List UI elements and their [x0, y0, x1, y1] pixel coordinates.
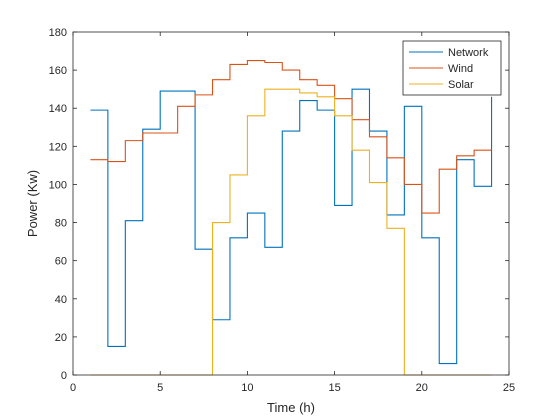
- y-tick-label: 40: [55, 294, 67, 306]
- x-tick-label: 0: [70, 382, 76, 394]
- y-tick-label: 100: [49, 179, 67, 191]
- series-line-network: [90, 88, 493, 365]
- axis-ticks: 0 5 10 15 20 25 0 20 40 60 80 100 120 140 160 180: [49, 27, 515, 394]
- y-tick-label: 80: [55, 218, 67, 230]
- y-tick-label: 0: [61, 370, 67, 382]
- y-tick-label: 20: [55, 332, 67, 344]
- legend-label-network: Network: [448, 47, 489, 59]
- y-axis-label: Power (Kw): [25, 170, 40, 237]
- y-tick-label: 160: [49, 65, 67, 77]
- legend: Network Wind Solar: [402, 40, 502, 96]
- y-tick-label: 120: [49, 141, 67, 153]
- y-tick-label: 140: [49, 103, 67, 115]
- x-tick-label: 25: [503, 382, 515, 394]
- x-axis-label: Time (h): [267, 400, 315, 415]
- series-line-wind: [90, 60, 492, 214]
- x-tick-label: 20: [416, 382, 428, 394]
- x-tick-label: 5: [157, 382, 163, 394]
- axes-box: [72, 31, 510, 376]
- legend-label-solar: Solar: [448, 79, 474, 91]
- y-tick-label: 180: [49, 27, 67, 39]
- x-tick-label: 15: [328, 382, 340, 394]
- y-tick-label: 60: [55, 256, 67, 268]
- x-tick-label: 10: [241, 382, 253, 394]
- legend-label-wind: Wind: [448, 63, 473, 75]
